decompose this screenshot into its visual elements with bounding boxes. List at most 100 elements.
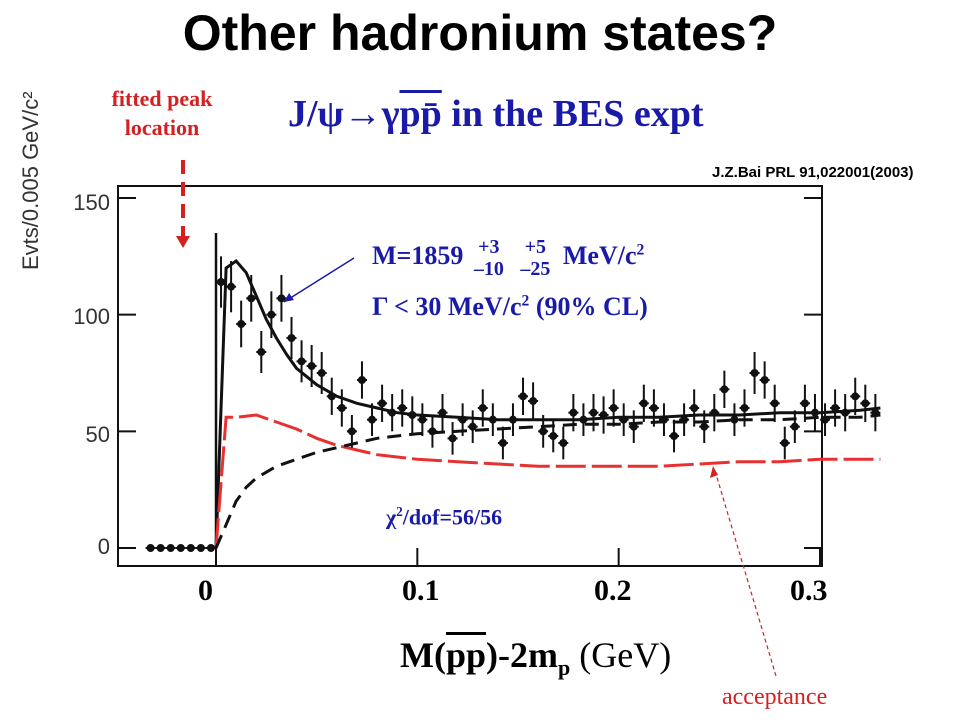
data-point bbox=[217, 278, 226, 286]
data-point bbox=[156, 544, 165, 552]
data-point bbox=[428, 427, 437, 436]
data-point bbox=[357, 376, 366, 384]
mass-value: M=1859 bbox=[372, 240, 464, 270]
data-point bbox=[639, 399, 648, 408]
data-point bbox=[800, 399, 809, 408]
slide-title: Other hadronium states? bbox=[182, 5, 778, 61]
data-point bbox=[237, 320, 246, 328]
data-point bbox=[227, 282, 236, 291]
data-point bbox=[368, 415, 377, 424]
data-point bbox=[287, 334, 296, 342]
data-point bbox=[710, 408, 719, 417]
data-point bbox=[206, 544, 215, 552]
x-tick-label-2: 0.2 bbox=[594, 574, 632, 607]
mass-stat-error: +3 –10 bbox=[474, 236, 504, 280]
mass-unit: MeV/c bbox=[562, 240, 637, 270]
x-tick-label-0: 0 bbox=[198, 574, 213, 607]
data-point bbox=[821, 415, 830, 424]
data-point bbox=[146, 544, 155, 552]
data-point bbox=[297, 357, 306, 366]
data-point bbox=[247, 294, 256, 303]
chart-title-suffix: in the BES expt bbox=[441, 93, 704, 135]
acceptance-label: acceptance bbox=[722, 684, 828, 710]
chart-title-prefix: J/ψ→γ bbox=[288, 93, 400, 135]
chart-title-overline: pp̄ bbox=[399, 93, 442, 135]
data-point bbox=[780, 439, 789, 447]
data-point bbox=[539, 427, 548, 436]
width-annotation: Γ < 30 MeV/c2 (90% CL) bbox=[372, 292, 648, 322]
x-axis-label-a: M( bbox=[400, 635, 446, 675]
mass-sys-down: –25 bbox=[520, 258, 551, 280]
mass-stat-down: –10 bbox=[473, 258, 504, 280]
data-point bbox=[418, 415, 427, 424]
data-point bbox=[519, 392, 528, 401]
x-axis-label-c: )-2m bbox=[486, 635, 558, 675]
data-point bbox=[619, 415, 628, 424]
data-point bbox=[760, 376, 769, 384]
data-point bbox=[831, 404, 840, 412]
width-value: Γ < 30 MeV/c bbox=[372, 292, 522, 321]
acceptance-curve bbox=[214, 413, 881, 549]
plot-frame bbox=[117, 185, 823, 567]
data-point bbox=[871, 408, 880, 417]
data-point bbox=[176, 544, 185, 552]
data-point bbox=[770, 399, 779, 408]
data-point bbox=[790, 422, 799, 431]
data-point bbox=[851, 392, 860, 401]
y-tick-label-3: 150 bbox=[73, 190, 110, 215]
x-axis-label-e: (GeV) bbox=[570, 635, 672, 675]
data-point bbox=[438, 408, 447, 417]
y-tick-label-2: 100 bbox=[73, 304, 110, 329]
data-point bbox=[408, 411, 417, 419]
data-point bbox=[498, 439, 507, 447]
mass-sys-up: +5 bbox=[524, 236, 547, 258]
fitted-peak-label-line1: fitted peak bbox=[111, 86, 213, 111]
data-point bbox=[468, 422, 477, 431]
chart-title: J/ψ→γpp̄ in the BES expt bbox=[288, 92, 704, 136]
data-point bbox=[317, 369, 326, 377]
data-point bbox=[196, 544, 205, 552]
fitted-peak-label-line2: location bbox=[124, 115, 200, 140]
data-point bbox=[378, 399, 387, 408]
x-tick-label-3: 0.3 bbox=[790, 574, 828, 607]
data-point bbox=[186, 544, 195, 552]
data-point bbox=[700, 422, 709, 431]
data-point bbox=[337, 404, 346, 412]
chi2-sup: 2 bbox=[396, 504, 403, 519]
data-point bbox=[861, 399, 870, 408]
data-point bbox=[267, 310, 276, 319]
data-point bbox=[670, 432, 679, 440]
data-point bbox=[720, 385, 729, 394]
chi2-annotation: χ2/dof=56/56 bbox=[386, 504, 502, 530]
data-point bbox=[730, 415, 739, 424]
data-point bbox=[629, 422, 638, 431]
data-point bbox=[609, 404, 618, 412]
data-point bbox=[508, 415, 517, 424]
data-point bbox=[166, 544, 175, 552]
data-point bbox=[448, 434, 457, 443]
data-point bbox=[740, 404, 749, 412]
data-point bbox=[690, 404, 699, 412]
x-tick-label-1: 0.1 bbox=[402, 574, 440, 607]
data-point bbox=[810, 408, 819, 417]
background-curve bbox=[214, 413, 881, 549]
y-tick-label-1: 50 bbox=[85, 422, 110, 447]
data-point bbox=[327, 392, 336, 401]
data-point bbox=[277, 294, 286, 303]
x-axis-label-d: p bbox=[557, 655, 571, 681]
data-point bbox=[559, 439, 568, 447]
width-suffix: (90% CL) bbox=[529, 292, 648, 321]
data-point bbox=[307, 362, 316, 370]
data-point bbox=[398, 404, 407, 412]
x-axis-label-b: pp bbox=[445, 635, 487, 675]
acceptance-arrowhead bbox=[710, 466, 718, 478]
mass-sys-error: +5 –25 bbox=[520, 236, 550, 280]
data-point bbox=[549, 432, 558, 440]
x-axis-label: M(pp)-2mp (GeV) bbox=[400, 634, 671, 681]
chi2-suffix: /dof=56/56 bbox=[402, 504, 503, 530]
data-point bbox=[680, 415, 689, 424]
data-point bbox=[388, 408, 397, 417]
data-point bbox=[529, 397, 538, 405]
data-point bbox=[569, 408, 578, 417]
